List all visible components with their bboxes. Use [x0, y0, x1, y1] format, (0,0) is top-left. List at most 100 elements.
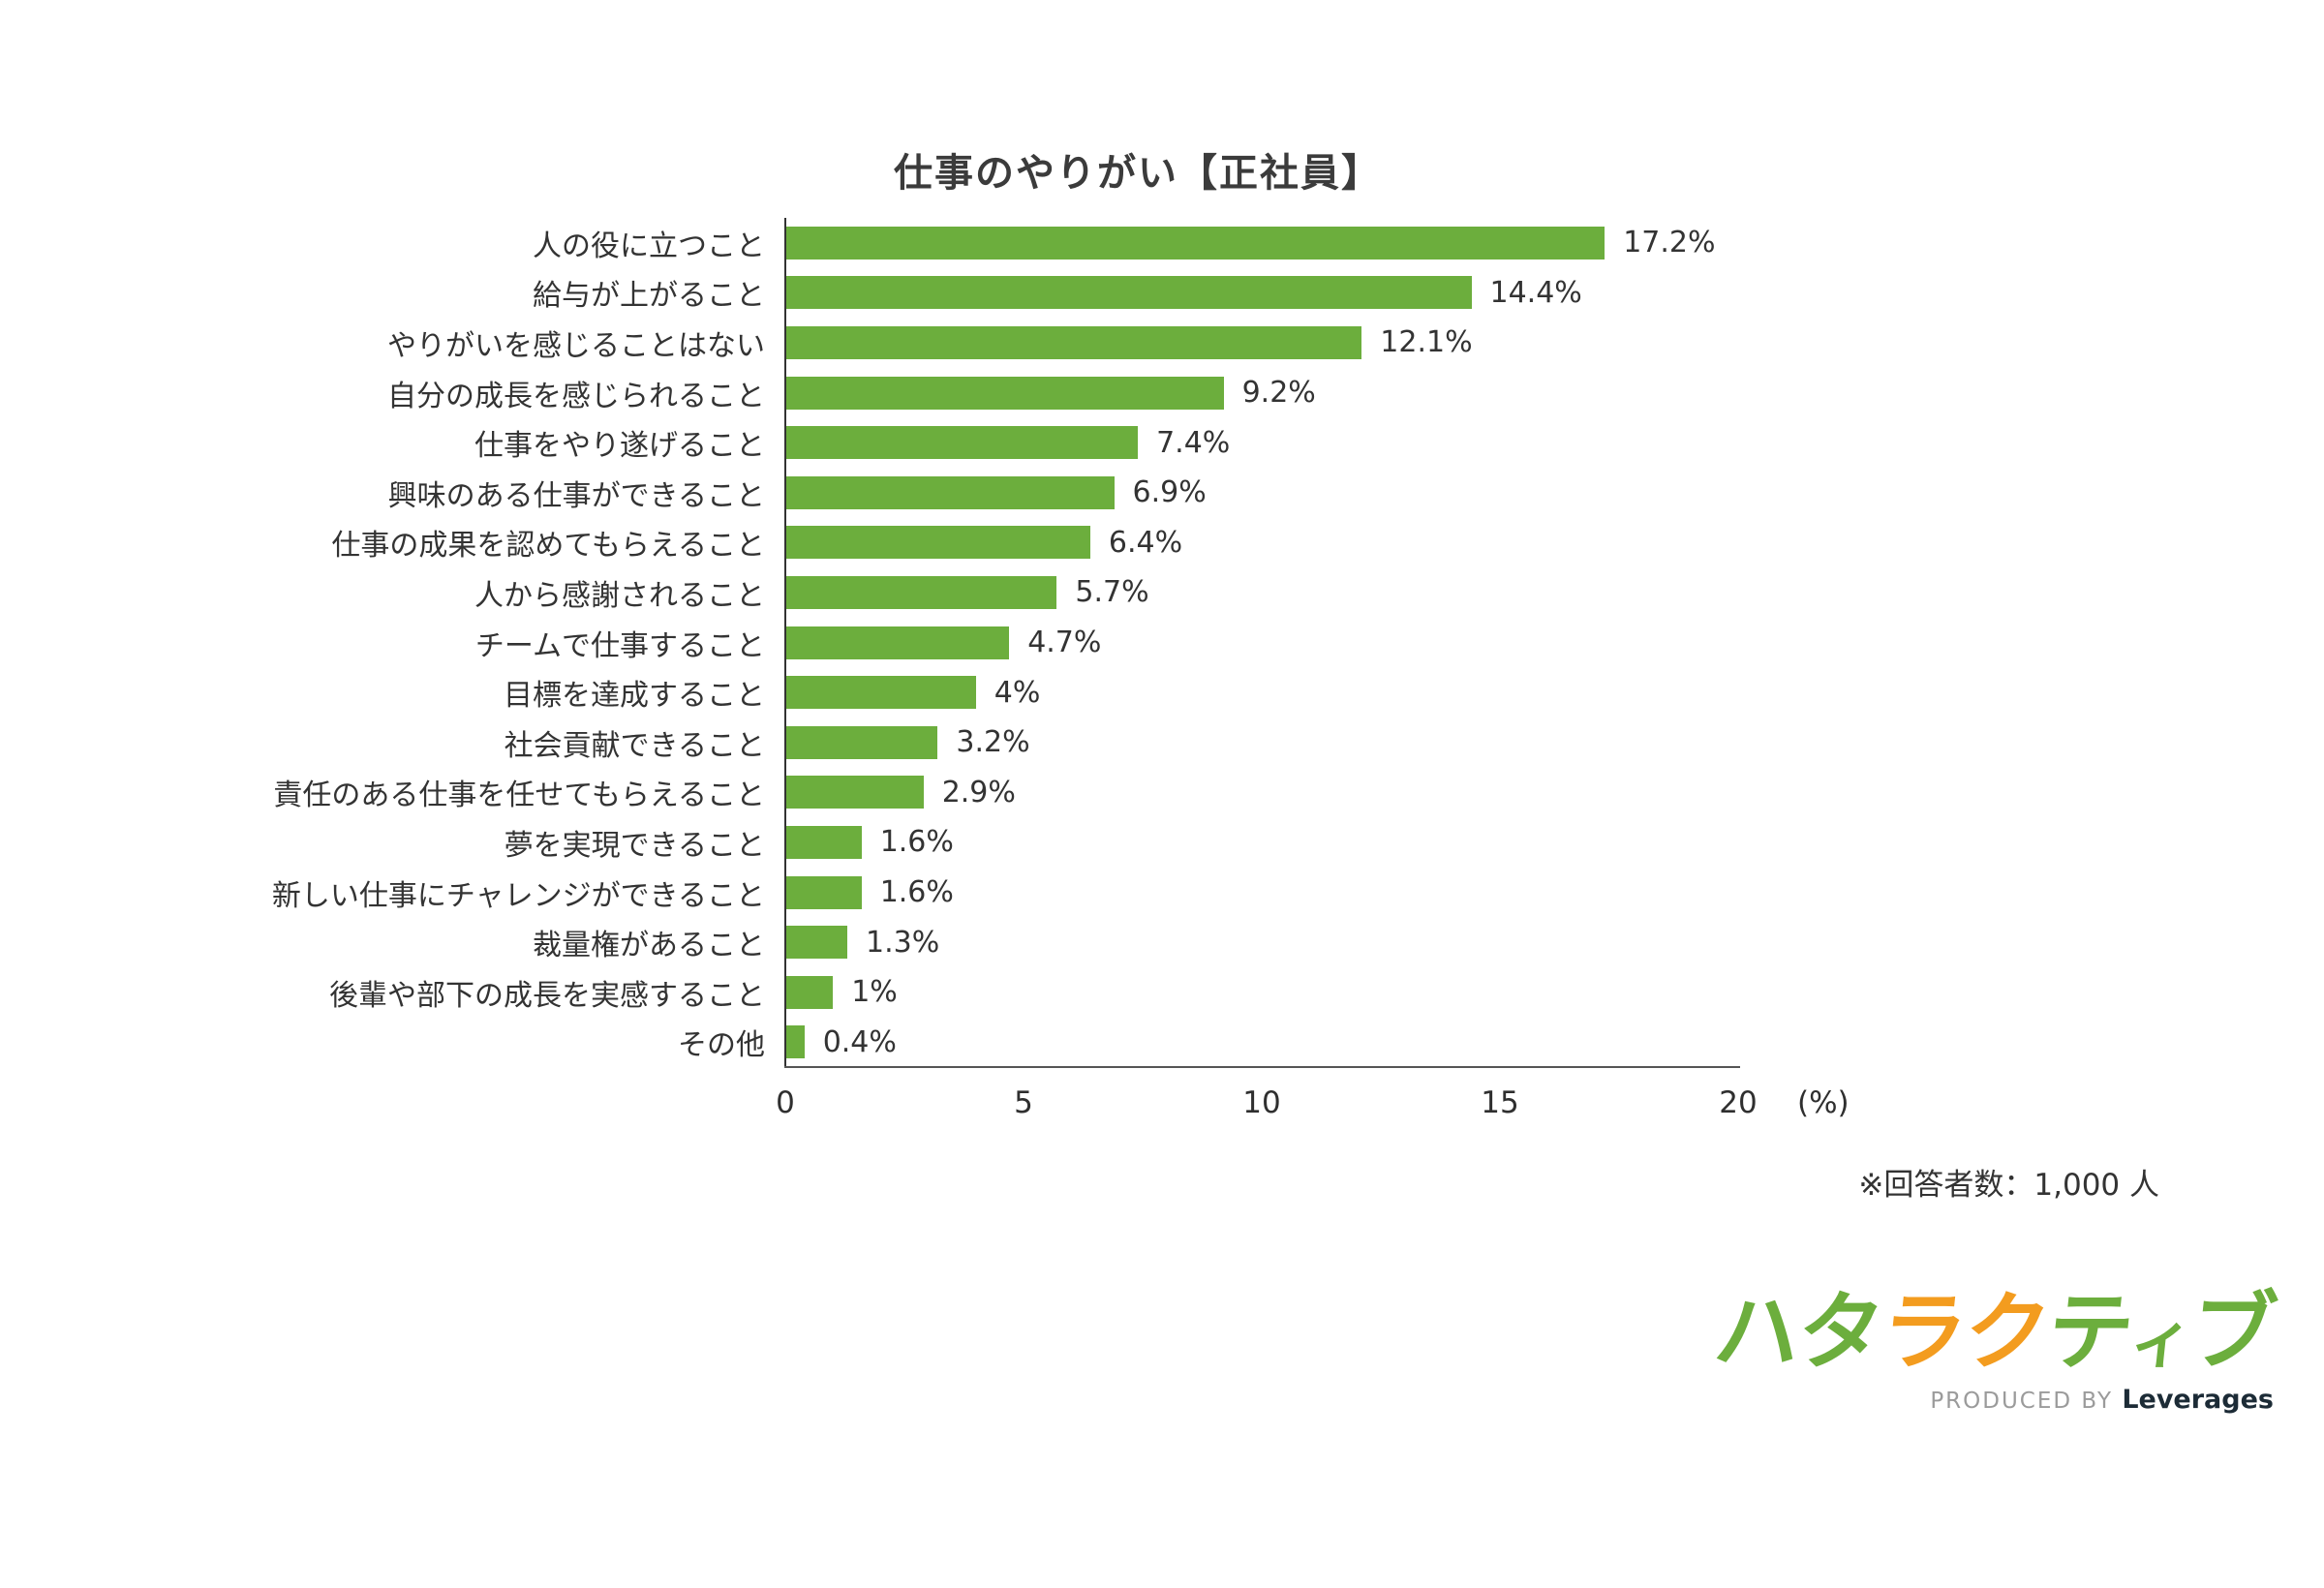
bar-row: 人から感謝されること 5.7%	[0, 567, 2324, 618]
company-name: Leverages	[2122, 1385, 2274, 1415]
bar-plot: 14.4%	[785, 276, 2324, 310]
bar-row: 後輩や部下の成長を実感すること 1%	[0, 967, 2324, 1018]
logo-wordmark: ハタラクティブ	[1709, 1282, 2278, 1382]
logo-subtitle: PRODUCED BY Leverages	[1715, 1385, 2274, 1415]
category-label: 興味のある仕事ができること	[387, 478, 765, 513]
bar-plot: 6.4%	[785, 526, 2324, 560]
category-label: 社会貢献できること	[504, 728, 765, 763]
bar	[785, 626, 1010, 659]
value-label: 0.4%	[822, 1024, 897, 1059]
bar	[785, 325, 1362, 359]
bar	[785, 725, 938, 759]
category-label: 人の役に立つこと	[533, 229, 765, 263]
bar-row: 自分の成長を感じられること 9.2%	[0, 368, 2324, 418]
bar-rows: 人の役に立つこと 17.2% 給与が上がること 14.4% やりがいを感じることはない 1…	[0, 218, 2324, 1067]
bar-row: やりがいを感じることはない 12.1%	[0, 318, 2324, 368]
bar	[785, 226, 1605, 260]
bar-plot: 6.9%	[785, 475, 2324, 509]
logo-char: タ	[1792, 1282, 1887, 1382]
bar-row: 目標を達成すること 4%	[0, 667, 2324, 718]
value-label: 1.6%	[879, 825, 954, 860]
category-label: 給与が上がること	[533, 279, 765, 314]
bar-plot: 5.7%	[785, 575, 2324, 609]
bar	[785, 526, 1090, 560]
bar-plot: 9.2%	[785, 376, 2324, 410]
bar-plot: 1.6%	[785, 825, 2324, 859]
bar-row: 裁量権があること 1.3%	[0, 917, 2324, 967]
logo-char: ィ	[2125, 1304, 2194, 1376]
category-label: 目標を達成すること	[504, 679, 765, 714]
value-label: 6.4%	[1108, 525, 1183, 560]
logo-char: ク	[1959, 1282, 2054, 1382]
x-tick-label: 0	[776, 1085, 795, 1120]
logo-char: ブ	[2185, 1282, 2279, 1382]
bar-plot: 1.3%	[785, 926, 2324, 960]
bar	[785, 875, 862, 909]
category-label: 責任のある仕事を任せてもらえること	[273, 779, 765, 813]
bar-row: 仕事の成果を認めてもらえること 6.4%	[0, 518, 2324, 568]
bar	[785, 575, 1057, 609]
bar-plot: 4.7%	[785, 626, 2324, 659]
category-label: その他	[678, 1028, 765, 1063]
category-label: 夢を実現できること	[504, 828, 765, 863]
brand-logo: ハタラクティブ PRODUCED BY Leverages	[1709, 1282, 2278, 1415]
bar	[785, 776, 924, 809]
value-label: 6.9%	[1132, 475, 1207, 510]
value-label: 1%	[851, 975, 898, 1010]
logo-char: テ	[2042, 1282, 2137, 1382]
bar	[785, 975, 834, 1009]
bar	[785, 676, 976, 710]
bar	[785, 825, 862, 859]
logo-char: ラ	[1876, 1282, 1971, 1382]
bar	[785, 276, 1472, 310]
value-label: 1.6%	[879, 875, 954, 910]
bar-plot: 4%	[785, 676, 2324, 710]
bar	[785, 376, 1224, 410]
bar-row: 仕事をやり遂げること 7.4%	[0, 417, 2324, 468]
value-label: 2.9%	[941, 775, 1016, 809]
bar-row: 給与が上がること 14.4%	[0, 268, 2324, 319]
bar-plot: 7.4%	[785, 426, 2324, 460]
category-label: 仕事の成果を認めてもらえること	[331, 529, 765, 564]
bar-row: その他 0.4%	[0, 1018, 2324, 1068]
bar-row: 興味のある仕事ができること 6.9%	[0, 468, 2324, 518]
x-tick-label: 20	[1719, 1085, 1758, 1120]
bar-row: 新しい仕事にチャレンジができること 1.6%	[0, 868, 2324, 918]
category-label: チームで仕事すること	[474, 628, 765, 663]
bar-plot: 1.6%	[785, 875, 2324, 909]
bar-plot: 17.2%	[785, 226, 2324, 260]
respondents-note: ※回答者数：1,000 人	[1858, 1168, 2159, 1203]
x-axis-line	[784, 1066, 1740, 1068]
value-label: 14.4%	[1489, 275, 1582, 310]
bar-plot: 0.4%	[785, 1025, 2324, 1059]
bar-row: 夢を実現できること 1.6%	[0, 817, 2324, 868]
bar	[785, 926, 847, 960]
value-label: 4.7%	[1027, 626, 1102, 660]
y-axis-line	[784, 218, 786, 1068]
value-label: 5.7%	[1075, 575, 1149, 610]
category-label: 新しい仕事にチャレンジができること	[271, 878, 765, 913]
bar-row: チームで仕事すること 4.7%	[0, 618, 2324, 668]
bar-row: 責任のある仕事を任せてもらえること 2.9%	[0, 768, 2324, 818]
bar-row: 人の役に立つこと 17.2%	[0, 218, 2324, 268]
bar	[785, 1025, 805, 1059]
bar	[785, 426, 1139, 460]
bar-row: 社会貢献できること 3.2%	[0, 718, 2324, 768]
logo-char: ハ	[1709, 1282, 1804, 1382]
category-label: 自分の成長を感じられること	[387, 379, 765, 413]
bar-plot: 2.9%	[785, 776, 2324, 809]
value-label: 4%	[994, 675, 1041, 710]
x-tick-label: 15	[1481, 1085, 1519, 1120]
value-label: 3.2%	[956, 725, 1030, 760]
x-tick-label: 5	[1014, 1085, 1033, 1120]
bar-plot: 12.1%	[785, 325, 2324, 359]
value-label: 9.2%	[1241, 376, 1316, 411]
category-label: 仕事をやり遂げること	[474, 429, 765, 464]
category-label: やりがいを感じることはない	[387, 328, 765, 363]
category-label: 人から感謝されること	[474, 578, 765, 613]
x-tick-label: 10	[1242, 1085, 1281, 1120]
category-label: 後輩や部下の成長を実感すること	[329, 978, 765, 1013]
chart-title: 仕事のやりがい【正社員】	[894, 151, 1382, 196]
value-label: 7.4%	[1156, 425, 1231, 460]
